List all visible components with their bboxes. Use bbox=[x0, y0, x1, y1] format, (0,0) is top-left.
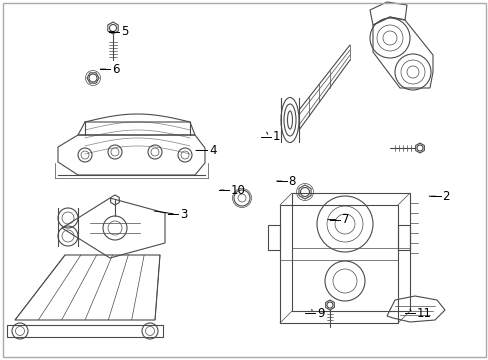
Text: 7: 7 bbox=[342, 213, 349, 226]
Text: 9: 9 bbox=[316, 307, 324, 320]
Text: 3: 3 bbox=[180, 208, 187, 221]
Text: 4: 4 bbox=[209, 144, 216, 157]
Text: 10: 10 bbox=[230, 184, 245, 197]
Text: 6: 6 bbox=[112, 63, 120, 76]
Text: 5: 5 bbox=[121, 25, 128, 38]
Text: 1: 1 bbox=[272, 130, 280, 143]
Text: 2: 2 bbox=[442, 190, 449, 203]
Text: 8: 8 bbox=[288, 175, 295, 188]
Text: 11: 11 bbox=[416, 307, 431, 320]
